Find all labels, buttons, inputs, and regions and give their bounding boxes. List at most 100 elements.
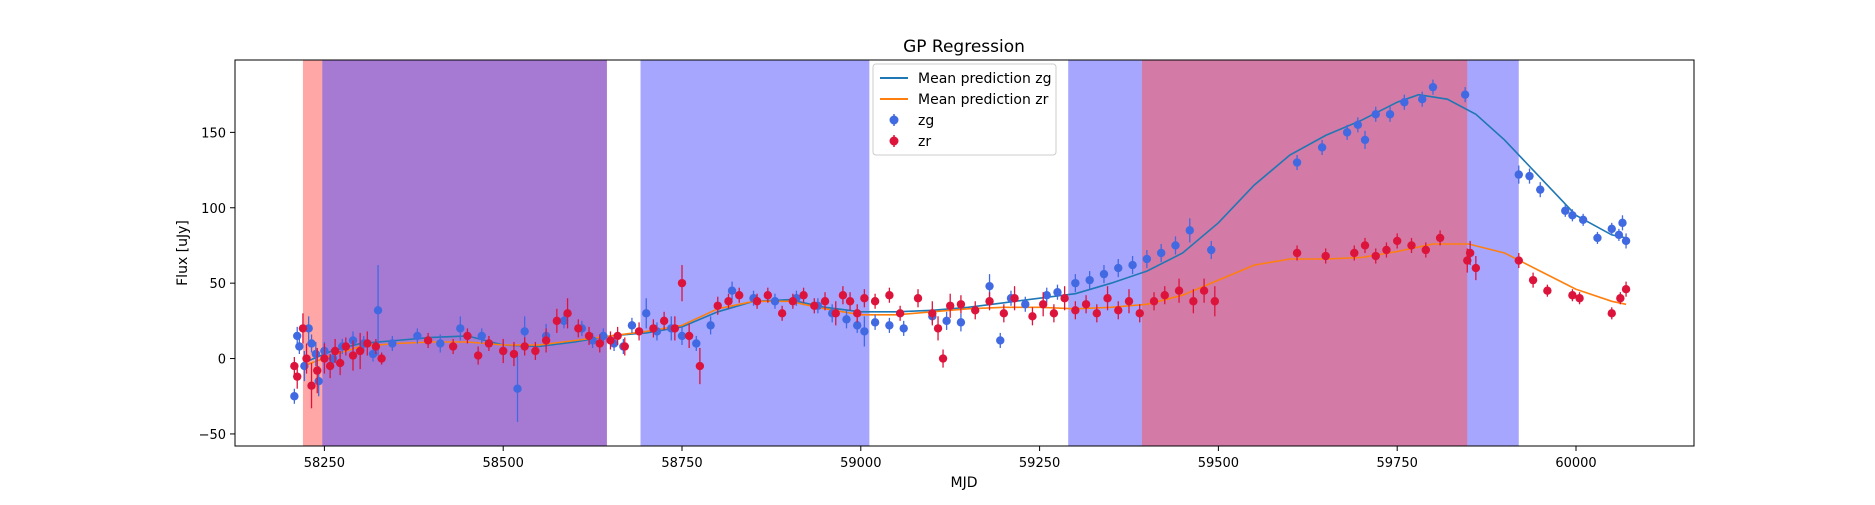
data-point-zr: [799, 291, 808, 300]
data-point-zr: [1528, 275, 1538, 285]
data-point-zr: [423, 336, 433, 345]
data-point-zr: [1607, 309, 1616, 318]
data-point-zg: [300, 361, 309, 371]
x-axis-ticks: 58250 58500 58750 59000 59250 59500 59750 60000: [304, 446, 1597, 471]
data-point-zr: [1103, 294, 1112, 303]
data-point-zr: [885, 291, 894, 300]
data-point-zg: [1292, 158, 1302, 167]
data-point-zr: [313, 366, 322, 375]
data-point-zg: [314, 376, 323, 386]
data-point-zr: [1060, 294, 1069, 303]
data-point-zg: [1114, 263, 1123, 273]
data-point-zr: [1392, 236, 1402, 246]
data-point-zg: [1071, 278, 1080, 288]
data-point-zr: [1514, 256, 1523, 265]
data-point-zr: [870, 297, 880, 306]
data-point-zg: [373, 306, 383, 315]
data-point-zr: [1568, 291, 1577, 300]
y-tick-label: 100: [201, 202, 226, 217]
data-point-zg: [1460, 90, 1470, 99]
data-point-zg: [311, 349, 321, 359]
data-point-zg: [599, 331, 608, 341]
data-point-zg: [1085, 275, 1094, 285]
data-point-zg: [1142, 254, 1152, 264]
y-tick-label: 150: [201, 126, 226, 141]
data-point-zr: [1189, 297, 1198, 306]
data-point-zr: [320, 354, 329, 363]
data-point-zr: [788, 297, 798, 306]
data-point-zr: [860, 294, 869, 303]
series-line-mean-prediction-zr: [302, 243, 1627, 367]
data-point-zg: [456, 324, 465, 333]
shaded-span-7: [1467, 60, 1519, 446]
data-point-zr: [371, 342, 381, 351]
data-point-zr: [606, 336, 615, 345]
data-point-zr: [1407, 241, 1416, 250]
data-point-zg: [956, 318, 966, 327]
data-point-zg: [1207, 245, 1216, 255]
data-point-zg: [642, 309, 651, 318]
data-point-zr: [298, 324, 308, 333]
data-point-zr: [999, 309, 1009, 318]
data-point-zg: [436, 339, 445, 348]
y-axis-label: Flux [uJy]: [175, 220, 191, 286]
data-point-zr: [1575, 294, 1584, 303]
data-point-zr: [1081, 300, 1091, 309]
data-point-zr: [985, 297, 994, 306]
data-point-zr: [463, 331, 472, 341]
data-point-zr: [1371, 251, 1380, 261]
data-point-zr: [649, 324, 658, 333]
data-point-zr: [1160, 291, 1169, 300]
data-point-zg: [1317, 143, 1327, 152]
data-point-zr: [1071, 306, 1080, 315]
data-point-zr: [1616, 294, 1625, 303]
data-point-zr: [1292, 248, 1302, 258]
data-point-zg: [368, 349, 378, 359]
x-tick-label: 58250: [304, 456, 345, 471]
data-point-zg: [1525, 171, 1534, 181]
data-point-zr: [1174, 286, 1184, 295]
data-point-zr: [933, 324, 943, 333]
data-point-zr: [845, 297, 855, 306]
shaded-span-6: [1141, 60, 1468, 446]
data-point-zr: [330, 346, 340, 356]
data-point-zr: [293, 372, 302, 381]
data-point-zr: [695, 361, 705, 371]
data-point-zg: [1171, 241, 1180, 250]
data-point-zr: [763, 291, 773, 300]
data-point-zr: [377, 354, 386, 363]
data-point-zr: [290, 361, 299, 371]
data-points: [290, 79, 1631, 422]
x-tick-label: 59000: [840, 456, 881, 471]
y-tick-label: 50: [209, 277, 226, 292]
data-point-zg: [290, 392, 299, 401]
data-point-zr: [1471, 263, 1481, 273]
data-point-zr: [1049, 309, 1059, 318]
data-point-zg: [1614, 230, 1624, 240]
data-point-zr: [563, 309, 572, 318]
data-point-zg: [942, 316, 951, 326]
y-tick-label: −50: [199, 428, 226, 443]
data-point-zg: [985, 281, 994, 291]
data-point-zg: [677, 331, 687, 341]
data-point-zr: [325, 361, 335, 371]
data-point-zg: [295, 342, 304, 351]
data-point-zg: [899, 324, 908, 333]
x-tick-label: 59250: [1019, 456, 1060, 471]
data-point-zg: [1021, 300, 1030, 309]
data-point-zr: [302, 354, 311, 363]
data-point-zr: [1124, 297, 1134, 306]
data-point-zr: [938, 354, 948, 363]
data-point-zg: [1360, 135, 1370, 145]
data-point-zr: [810, 301, 819, 310]
data-point-zr: [620, 342, 629, 351]
legend-label-zr: zr: [918, 134, 931, 150]
data-point-zr: [363, 339, 372, 348]
data-point-zr: [1210, 297, 1220, 306]
data-point-zr: [1421, 245, 1431, 255]
data-point-zr: [1360, 241, 1370, 250]
data-point-zr: [956, 300, 966, 309]
data-point-zg: [413, 331, 422, 341]
data-point-zr: [1465, 248, 1475, 258]
